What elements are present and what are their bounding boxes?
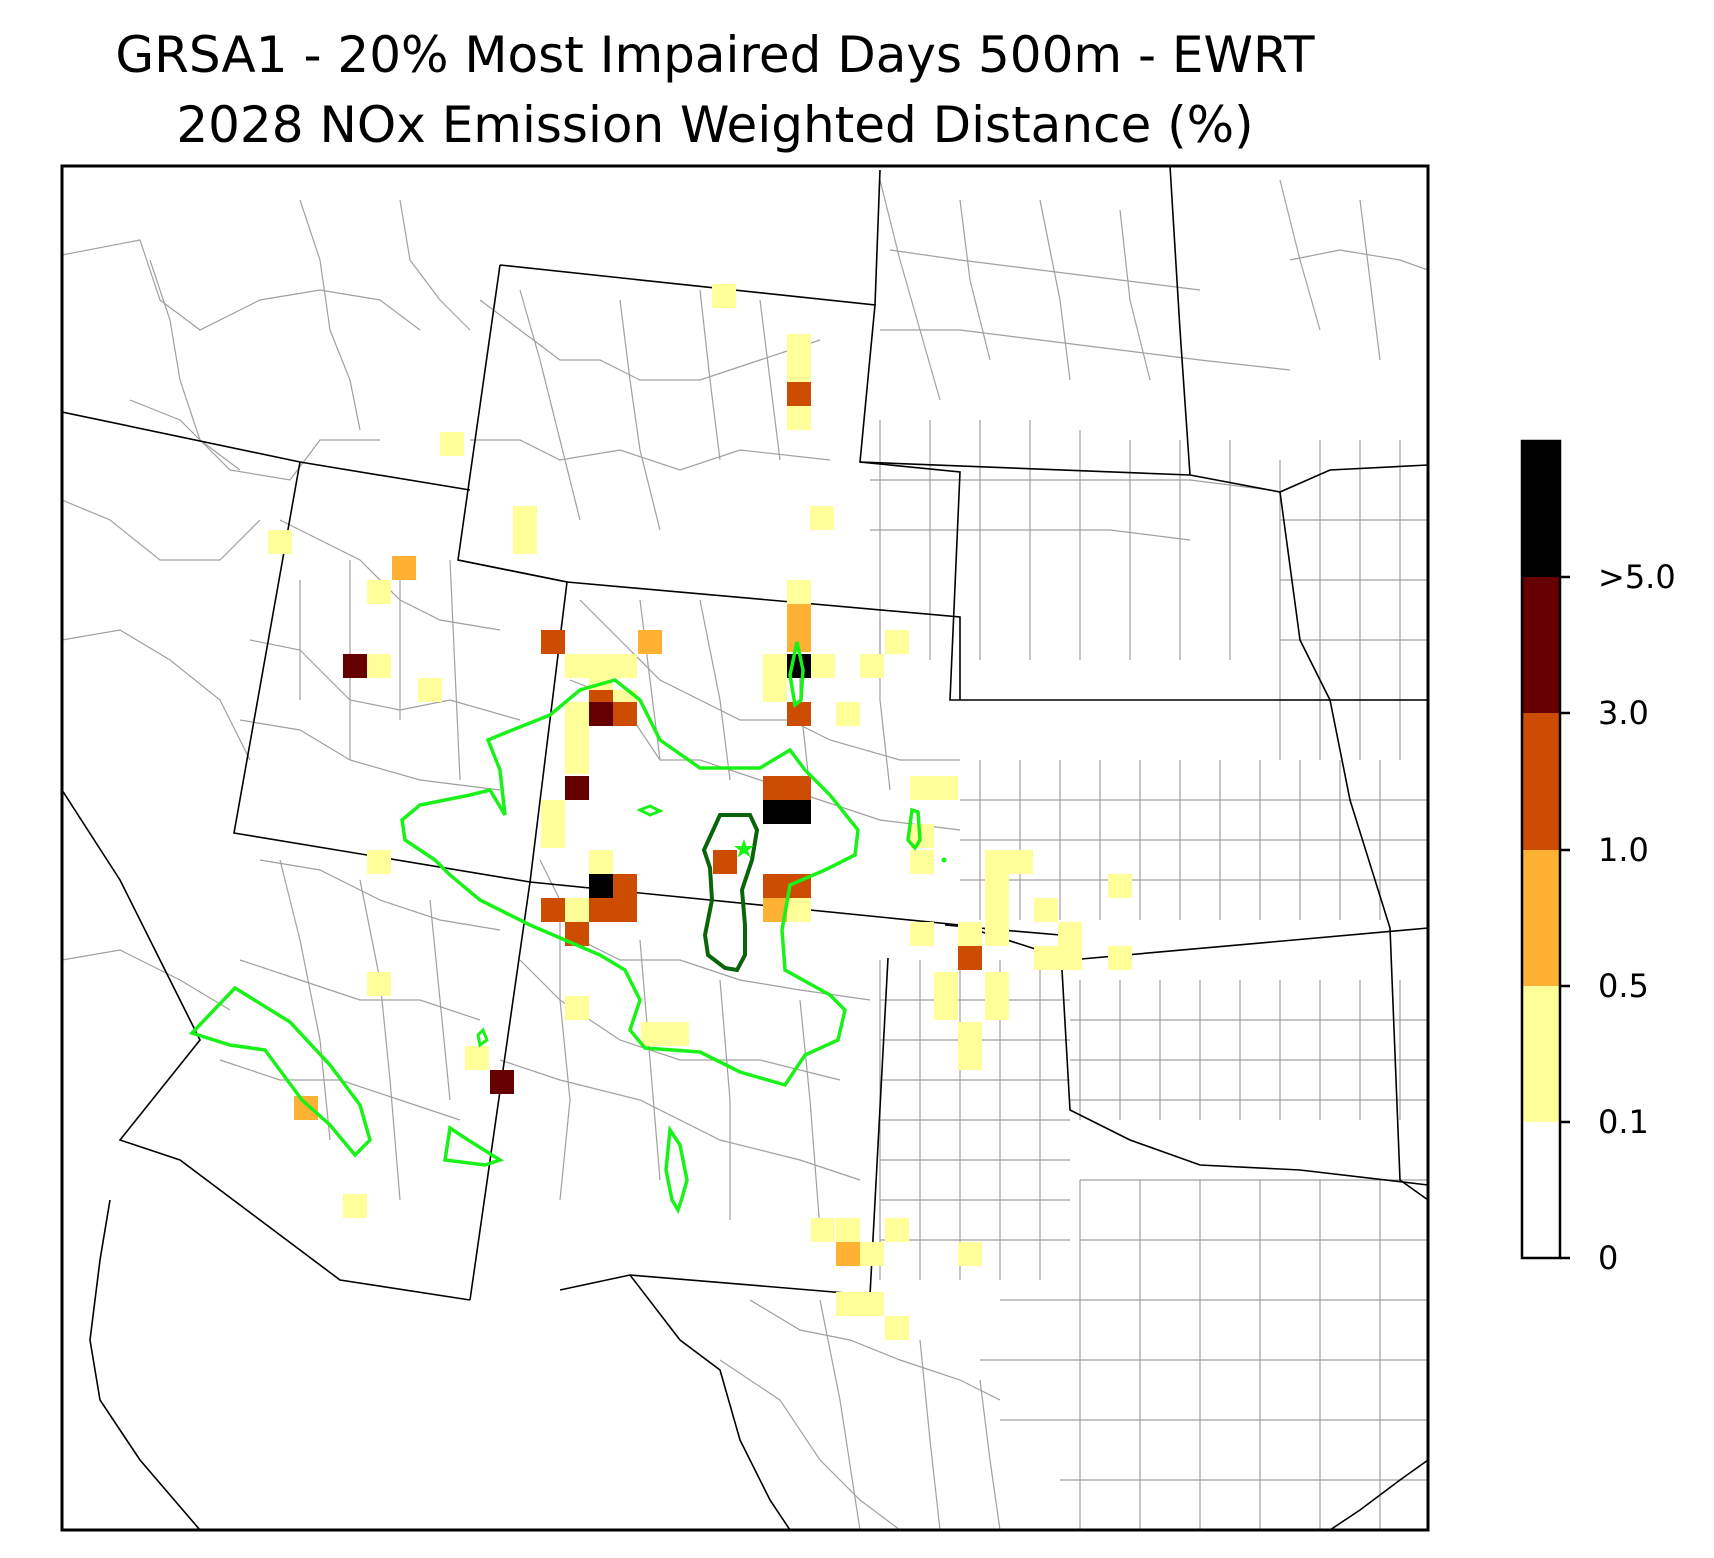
colorbar-tick-label: >5.0	[1598, 558, 1676, 596]
colorbar-tick-label: 0.1	[1598, 1103, 1649, 1141]
county-boundaries	[62, 179, 1428, 1530]
colorbar-tick-label: 0	[1598, 1239, 1619, 1277]
inner-contour	[701, 813, 760, 973]
chart-title-line-2: 2028 NOx Emission Weighted Distance (%)	[176, 96, 1254, 154]
outer-contour-small-5	[636, 804, 664, 817]
colorbar-tick-label: 3.0	[1598, 694, 1649, 732]
outer-contour-small-4	[906, 807, 922, 851]
colorbar-tick-label: 1.0	[1598, 831, 1649, 869]
star-icon	[734, 839, 754, 858]
nox-cells	[268, 284, 1132, 1340]
outer-contour-small-6	[476, 1027, 489, 1048]
state-boundaries	[62, 166, 1428, 1530]
outer-contour-sw	[188, 985, 372, 1158]
colorbar-tick-label: 0.5	[1598, 967, 1649, 1005]
chart-title-line-1: GRSA1 - 20% Most Impaired Days 500m - EW…	[115, 26, 1315, 84]
map-frame	[60, 164, 1430, 1532]
outer-contour-small-1	[442, 1125, 505, 1167]
emission-contours	[188, 641, 947, 1215]
outer-contour-small-2	[664, 1124, 689, 1215]
outer-contour	[400, 678, 860, 1088]
colorbar	[1520, 439, 1570, 1260]
outer-contour-small-3	[788, 641, 805, 709]
